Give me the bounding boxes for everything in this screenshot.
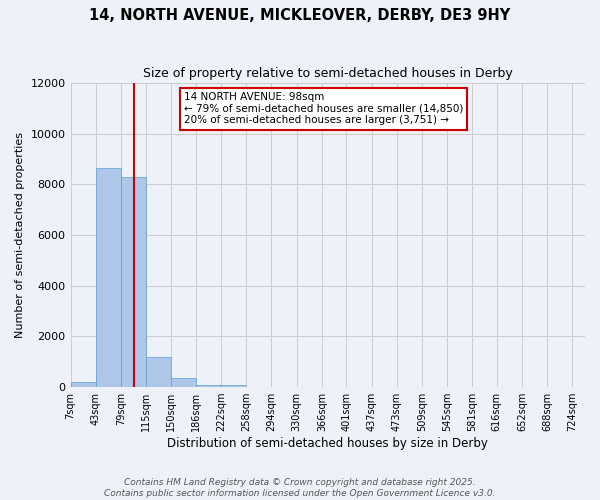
Text: 14 NORTH AVENUE: 98sqm
← 79% of semi-detached houses are smaller (14,850)
20% of: 14 NORTH AVENUE: 98sqm ← 79% of semi-det… [184,92,463,126]
Bar [221,385,246,387]
Bar [170,378,196,387]
Text: 14, NORTH AVENUE, MICKLEOVER, DERBY, DE3 9HY: 14, NORTH AVENUE, MICKLEOVER, DERBY, DE3… [89,8,511,22]
Bar [146,356,170,387]
Bar [196,384,221,387]
Bar [121,177,146,387]
Bar [96,168,121,387]
Y-axis label: Number of semi-detached properties: Number of semi-detached properties [15,132,25,338]
X-axis label: Distribution of semi-detached houses by size in Derby: Distribution of semi-detached houses by … [167,437,488,450]
Bar [71,382,96,387]
Text: Contains HM Land Registry data © Crown copyright and database right 2025.
Contai: Contains HM Land Registry data © Crown c… [104,478,496,498]
Title: Size of property relative to semi-detached houses in Derby: Size of property relative to semi-detach… [143,68,512,80]
